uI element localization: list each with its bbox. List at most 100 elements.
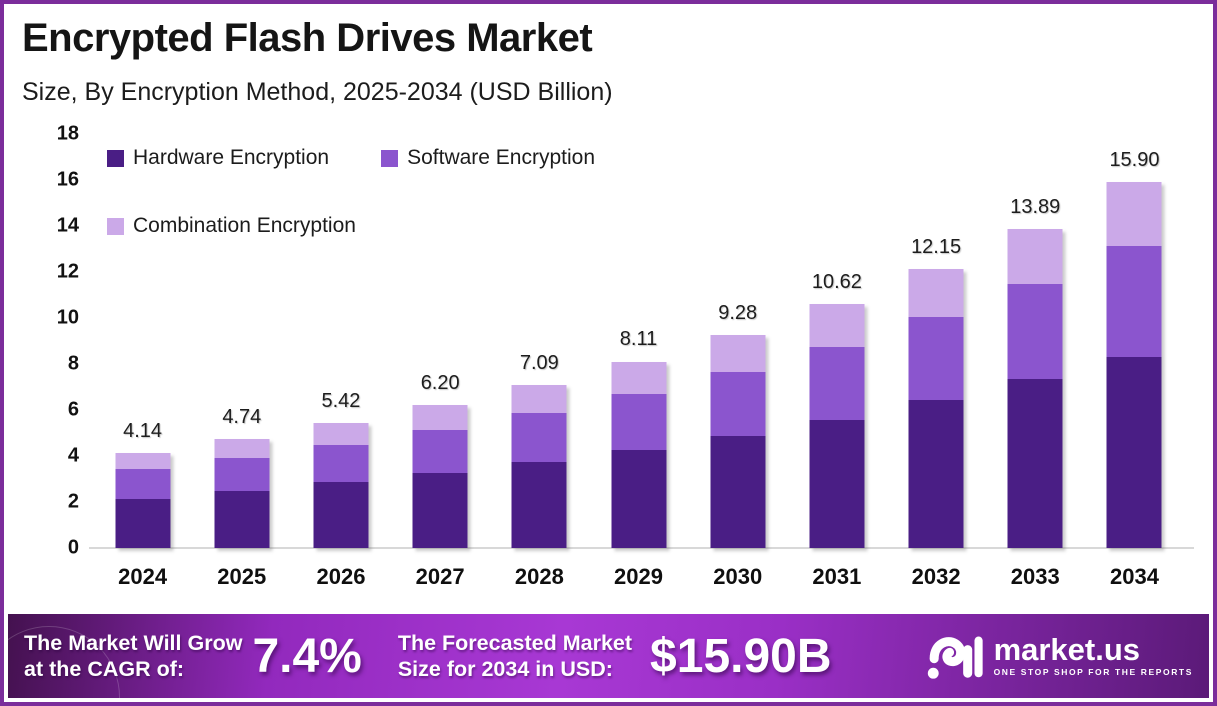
stacked-bar-2032 — [908, 268, 964, 548]
cagr-label: The Market Will Grow at the CAGR of: — [24, 630, 242, 682]
bar-total-label: 13.89 — [1010, 195, 1061, 218]
bar-column-2032: 12.15 2032 — [887, 134, 986, 589]
x-axis-label-2025: 2025 — [217, 564, 267, 589]
bar-column-2028: 7.09 2028 — [490, 134, 589, 589]
stacked-bar-2025 — [214, 439, 270, 548]
bar-column-2029: 8.11 2029 — [589, 134, 688, 589]
bar-segment-hardware-encryption — [611, 450, 667, 548]
bar-column-2033: 13.89 2033 — [986, 134, 1085, 589]
cagr-value: 7.4% — [252, 629, 362, 683]
cagr-label-line2: at the CAGR of: — [24, 657, 185, 681]
bar-segment-software-encryption — [1007, 284, 1063, 379]
bar-segment-combination-encryption — [710, 334, 766, 372]
x-axis-label-2024: 2024 — [118, 564, 168, 589]
bar-column-2025: 4.74 2025 — [192, 134, 291, 589]
bar-total-label: 5.42 — [321, 390, 361, 413]
marketus-logo-text: market.us — [993, 632, 1141, 667]
x-axis-label-2033: 2033 — [1010, 564, 1060, 589]
x-axis-line — [89, 547, 1194, 549]
stacked-bar-2024 — [115, 452, 171, 548]
marketus-logo-icon — [927, 636, 983, 679]
bar-segment-software-encryption — [710, 371, 766, 436]
chart-section: Encrypted Flash Drives Market Size, By E… — [8, 8, 1209, 614]
bar-segment-combination-encryption — [809, 303, 865, 347]
y-axis-tick-label: 6 — [67, 398, 79, 421]
bar-segment-hardware-encryption — [710, 436, 766, 548]
marketus-logo-tagline: ONE STOP SHOP FOR THE REPORTS — [993, 667, 1193, 677]
stacked-bar-2030 — [710, 334, 766, 548]
bar-segment-hardware-encryption — [809, 419, 865, 548]
bar-segment-hardware-encryption — [511, 461, 567, 548]
legend-swatch-combination — [107, 217, 124, 235]
bar-total-label: 4.14 — [123, 419, 163, 442]
bar-total-label: 4.74 — [222, 405, 262, 428]
y-axis-tick-label: 0 — [67, 536, 79, 559]
legend-label: Hardware Encryption — [133, 146, 330, 169]
chart-subtitle: Size, By Encryption Method, 2025-2034 (U… — [22, 78, 613, 106]
forecast-label: The Forecasted Market Size for 2034 in U… — [398, 630, 632, 682]
bar-segment-combination-encryption — [214, 439, 270, 459]
bar-total-label: 7.09 — [519, 351, 559, 374]
y-axis-tick-label: 14 — [56, 214, 79, 237]
bar-segment-combination-encryption — [115, 452, 171, 469]
bar-segment-combination-encryption — [1106, 182, 1162, 247]
stacked-bar-2034 — [1106, 182, 1162, 548]
page-title: Encrypted Flash Drives Market — [22, 16, 593, 60]
stacked-bar-2031 — [809, 303, 865, 548]
bar-segment-software-encryption — [511, 413, 567, 462]
bar-segment-combination-encryption — [313, 423, 369, 445]
x-axis-label-2026: 2026 — [316, 564, 366, 589]
x-axis-label-2031: 2031 — [812, 564, 862, 589]
cagr-label-line1: The Market Will Grow — [24, 631, 243, 655]
bar-total-label: 12.15 — [911, 235, 962, 258]
y-axis-tick-label: 18 — [56, 122, 79, 145]
legend-item-combination-encryption: Combination Encryption — [107, 214, 356, 238]
stacked-bar-2033 — [1007, 228, 1063, 548]
legend-row-2: Combination Encryption — [107, 214, 595, 238]
legend-swatch-software — [381, 149, 399, 167]
legend-row-1: Hardware Encryption Software Encryption — [107, 146, 595, 170]
y-axis-tick-label: 16 — [56, 168, 79, 191]
bar-total-label: 10.62 — [811, 270, 862, 293]
bar-segment-hardware-encryption — [313, 482, 369, 548]
chart-legend: Hardware Encryption Software Encryption … — [107, 146, 595, 282]
bar-total-label: 9.28 — [718, 301, 758, 324]
y-axis-tick-label: 8 — [67, 352, 79, 375]
bar-segment-combination-encryption — [611, 361, 667, 394]
plot-area: Hardware Encryption Software Encryption … — [57, 123, 1194, 589]
bottom-banner: The Market Will Grow at the CAGR of: 7.4… — [8, 614, 1209, 698]
marketus-logo: market.us ONE STOP SHOP FOR THE REPORTS — [926, 630, 1193, 682]
x-axis-label-2027: 2027 — [415, 564, 465, 589]
bar-column-2027: 6.20 2027 — [391, 134, 490, 589]
bar-column-2026: 5.42 2026 — [291, 134, 390, 589]
legend-item-software-encryption: Software Encryption — [381, 146, 595, 170]
y-axis-tick-label: 12 — [56, 260, 79, 283]
x-axis-label-2032: 2032 — [911, 564, 961, 589]
bar-segment-combination-encryption — [511, 384, 567, 413]
bar-segment-software-encryption — [611, 393, 667, 451]
x-axis-label-2034: 2034 — [1109, 564, 1159, 589]
bar-columns: 4.14 2024 4.74 2025 5.42 2026 6.20 2027 7.09 2028… — [93, 134, 1184, 589]
bar-segment-software-encryption — [908, 317, 964, 401]
y-axis-tick-label: 4 — [67, 444, 79, 467]
legend-label: Software Encryption — [407, 146, 596, 169]
bar-total-label: 6.20 — [420, 372, 460, 395]
bar-total-label: 8.11 — [619, 328, 658, 351]
x-axis-label-2030: 2030 — [713, 564, 763, 589]
bar-segment-software-encryption — [809, 346, 865, 420]
bar-segment-hardware-encryption — [214, 491, 270, 548]
bar-column-2030: 9.28 2030 — [688, 134, 787, 589]
y-axis-tick-label: 2 — [67, 490, 79, 513]
bar-column-2034: 15.90 2034 — [1085, 134, 1184, 589]
y-axis-tick-label: 10 — [56, 306, 79, 329]
x-axis-label-2028: 2028 — [514, 564, 564, 589]
forecast-label-line2: Size for 2034 in USD: — [397, 657, 613, 681]
forecast-value: $15.90B — [650, 629, 832, 683]
bar-total-label: 15.90 — [1109, 149, 1160, 172]
stacked-bar-2028 — [511, 384, 567, 548]
stacked-bar-2027 — [412, 405, 468, 548]
bar-segment-hardware-encryption — [908, 400, 964, 548]
bar-segment-hardware-encryption — [115, 498, 171, 548]
bar-segment-combination-encryption — [1007, 228, 1063, 285]
